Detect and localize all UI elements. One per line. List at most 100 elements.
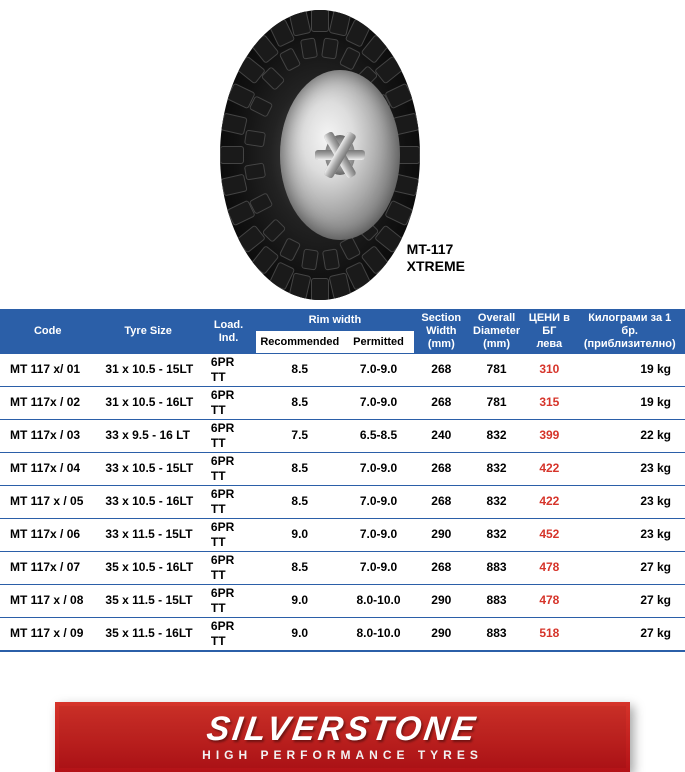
cell-load: 6PR TT	[201, 354, 256, 387]
cell-price: 399	[524, 419, 574, 452]
spec-table: Code Tyre Size Load. Ind. Rim width Sect…	[0, 310, 685, 652]
cell-permitted: 7.0-9.0	[343, 518, 413, 551]
cell-recommended: 8.5	[256, 354, 343, 387]
th-price: ЦЕНИ в БГ лева	[524, 310, 574, 354]
cell-recommended: 9.0	[256, 617, 343, 651]
cell-price: 452	[524, 518, 574, 551]
cell-section-width: 268	[414, 485, 469, 518]
product-name-label: MT-117 XTREME	[407, 241, 465, 275]
cell-code: MT 117 x / 08	[0, 584, 95, 617]
cell-permitted: 8.0-10.0	[343, 584, 413, 617]
cell-price: 310	[524, 354, 574, 387]
product-name-line1: MT-117	[407, 241, 465, 258]
cell-recommended: 9.0	[256, 518, 343, 551]
th-permitted: Permitted	[343, 331, 413, 353]
cell-size: 33 x 10.5 - 15LT	[95, 452, 200, 485]
cell-recommended: 8.5	[256, 485, 343, 518]
cell-price: 518	[524, 617, 574, 651]
cell-load: 6PR TT	[201, 584, 256, 617]
th-recommended: Recommended	[256, 331, 343, 353]
cell-section-width: 240	[414, 419, 469, 452]
cell-diameter: 883	[469, 551, 524, 584]
th-overall-diameter: Overall Diameter (mm)	[469, 310, 524, 354]
cell-diameter: 832	[469, 419, 524, 452]
cell-code: MT 117x / 07	[0, 551, 95, 584]
cell-code: MT 117x / 02	[0, 386, 95, 419]
cell-load: 6PR TT	[201, 518, 256, 551]
cell-weight: 27 kg	[574, 584, 685, 617]
cell-load: 6PR TT	[201, 485, 256, 518]
cell-weight: 19 kg	[574, 386, 685, 419]
cell-load: 6PR TT	[201, 419, 256, 452]
cell-diameter: 832	[469, 485, 524, 518]
th-weight: Килограми за 1 бр. (приблизително)	[574, 310, 685, 354]
brand-name: SILVERSTONE	[205, 712, 480, 746]
header-row-1: Code Tyre Size Load. Ind. Rim width Sect…	[0, 310, 685, 331]
table-row: MT 117x / 0433 x 10.5 - 15LT6PR TT8.57.0…	[0, 452, 685, 485]
cell-price: 422	[524, 452, 574, 485]
cell-weight: 27 kg	[574, 617, 685, 651]
cell-permitted: 7.0-9.0	[343, 452, 413, 485]
cell-section-width: 290	[414, 617, 469, 651]
th-section-width: Section Width (mm)	[414, 310, 469, 354]
cell-code: MT 117 x / 05	[0, 485, 95, 518]
table-row: MT 117 x / 0935 x 11.5 - 16LT6PR TT9.08.…	[0, 617, 685, 651]
cell-size: 31 x 10.5 - 16LT	[95, 386, 200, 419]
cell-permitted: 6.5-8.5	[343, 419, 413, 452]
th-code: Code	[0, 310, 95, 354]
cell-section-width: 268	[414, 551, 469, 584]
cell-size: 35 x 10.5 - 16LT	[95, 551, 200, 584]
th-rim-width: Rim width	[256, 310, 414, 331]
cell-diameter: 781	[469, 354, 524, 387]
cell-diameter: 781	[469, 386, 524, 419]
product-image-container: MT-117 XTREME	[0, 0, 685, 310]
cell-load: 6PR TT	[201, 551, 256, 584]
cell-weight: 19 kg	[574, 354, 685, 387]
cell-code: MT 117x / 04	[0, 452, 95, 485]
cell-load: 6PR TT	[201, 386, 256, 419]
cell-permitted: 7.0-9.0	[343, 551, 413, 584]
cell-size: 35 x 11.5 - 16LT	[95, 617, 200, 651]
table-row: MT 117x / 0633 x 11.5 - 15LT6PR TT9.07.0…	[0, 518, 685, 551]
brand-tagline: HIGH PERFORMANCE TYRES	[202, 748, 483, 762]
cell-size: 31 x 10.5 - 15LT	[95, 354, 200, 387]
product-name-line2: XTREME	[407, 258, 465, 275]
cell-code: MT 117x / 06	[0, 518, 95, 551]
cell-weight: 23 kg	[574, 485, 685, 518]
cell-diameter: 832	[469, 518, 524, 551]
cell-recommended: 8.5	[256, 551, 343, 584]
cell-price: 315	[524, 386, 574, 419]
cell-section-width: 268	[414, 386, 469, 419]
cell-permitted: 7.0-9.0	[343, 485, 413, 518]
th-load-ind: Load. Ind.	[201, 310, 256, 354]
cell-recommended: 8.5	[256, 452, 343, 485]
cell-section-width: 290	[414, 584, 469, 617]
table-row: MT 117x / 0735 x 10.5 - 16LT6PR TT8.57.0…	[0, 551, 685, 584]
table-row: MT 117 x / 0835 x 11.5 - 15LT6PR TT9.08.…	[0, 584, 685, 617]
table-body: MT 117 x/ 0131 x 10.5 - 15LT6PR TT8.57.0…	[0, 354, 685, 651]
table-row: MT 117 x / 0533 x 10.5 - 16LT6PR TT8.57.…	[0, 485, 685, 518]
cell-price: 478	[524, 584, 574, 617]
cell-size: 33 x 11.5 - 15LT	[95, 518, 200, 551]
cell-code: MT 117 x/ 01	[0, 354, 95, 387]
cell-price: 478	[524, 551, 574, 584]
cell-section-width: 290	[414, 518, 469, 551]
brand-banner: SILVERSTONE HIGH PERFORMANCE TYRES	[55, 702, 630, 772]
cell-section-width: 268	[414, 354, 469, 387]
cell-permitted: 8.0-10.0	[343, 617, 413, 651]
cell-section-width: 268	[414, 452, 469, 485]
cell-diameter: 883	[469, 617, 524, 651]
cell-weight: 27 kg	[574, 551, 685, 584]
tire-illustration: MT-117 XTREME	[220, 5, 465, 305]
cell-weight: 23 kg	[574, 518, 685, 551]
cell-recommended: 7.5	[256, 419, 343, 452]
table-row: MT 117x / 0231 x 10.5 - 16LT6PR TT8.57.0…	[0, 386, 685, 419]
cell-recommended: 8.5	[256, 386, 343, 419]
cell-permitted: 7.0-9.0	[343, 354, 413, 387]
cell-size: 33 x 9.5 - 16 LT	[95, 419, 200, 452]
cell-size: 33 x 10.5 - 16LT	[95, 485, 200, 518]
cell-price: 422	[524, 485, 574, 518]
cell-weight: 22 kg	[574, 419, 685, 452]
cell-recommended: 9.0	[256, 584, 343, 617]
cell-code: MT 117x / 03	[0, 419, 95, 452]
